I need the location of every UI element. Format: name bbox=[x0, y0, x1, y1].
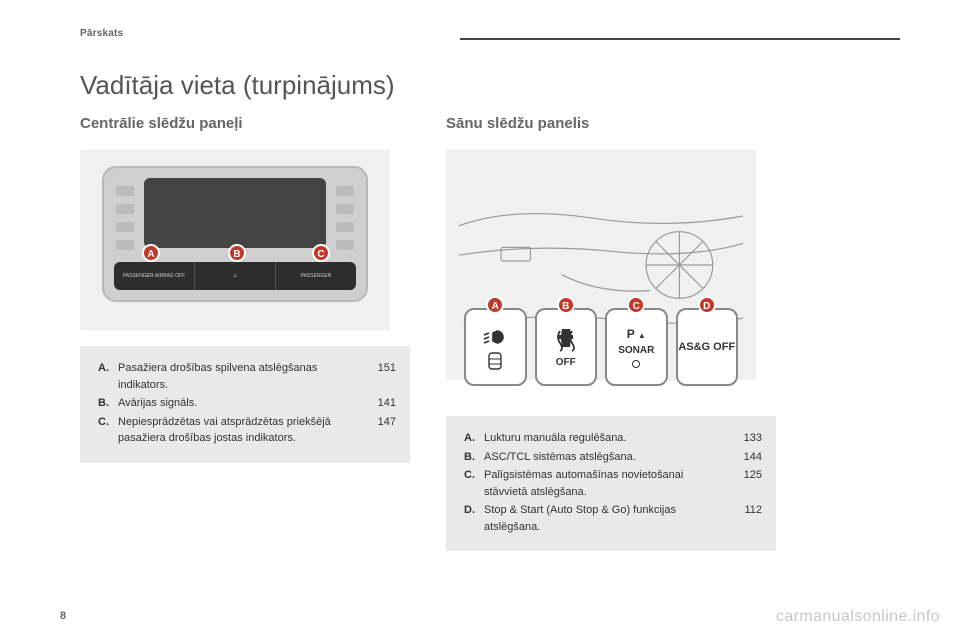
desc-row: A. Lukturu manuāla regulēšana. 133 bbox=[464, 430, 762, 447]
console-switch-row: PASSENGER AIRBAG OFF ⚠ PASSENGER bbox=[114, 262, 356, 290]
car-top-icon bbox=[483, 351, 507, 371]
page-title: Vadītāja vieta (turpinājums) bbox=[80, 70, 900, 101]
marker-b: B bbox=[557, 296, 575, 314]
console-btn bbox=[116, 186, 134, 196]
desc-row: B. Avārijas signāls. 141 bbox=[98, 395, 396, 412]
right-column: Sānu slēdžu panelis bbox=[446, 115, 776, 551]
header-area: Pārskats bbox=[80, 28, 900, 48]
console-btn bbox=[336, 204, 354, 214]
header-rule bbox=[460, 38, 900, 40]
headlamp-level-icon bbox=[481, 323, 509, 351]
columns: Centrālie slēdžu paneļi PASSENGER AIRBAG… bbox=[80, 115, 900, 551]
figure-side-panel: A B OFF C P ▲ SONAR bbox=[446, 150, 756, 380]
switch-headlamp-level: A bbox=[464, 308, 527, 386]
desc-page-ref: 112 bbox=[732, 502, 762, 519]
desc-text: Pasažiera drošības spilvena atslēgšanas … bbox=[118, 360, 366, 393]
desc-letter: C. bbox=[98, 414, 118, 431]
desc-page-ref: 151 bbox=[366, 360, 396, 377]
page-number: 8 bbox=[60, 610, 66, 622]
marker-b: B bbox=[228, 244, 246, 262]
sonar-p-icon: P ▲ bbox=[627, 327, 646, 341]
switch-asg-off: D AS&G OFF bbox=[676, 308, 739, 386]
desc-letter: D. bbox=[464, 502, 484, 519]
console-btn bbox=[116, 222, 134, 232]
desc-text: Lukturu manuāla regulēšana. bbox=[484, 430, 732, 447]
right-desc-box: A. Lukturu manuāla regulēšana. 133 B. AS… bbox=[446, 416, 776, 551]
console-btn bbox=[336, 222, 354, 232]
left-subheading: Centrālie slēdžu paneļi bbox=[80, 115, 410, 132]
airbag-off-switch: PASSENGER AIRBAG OFF bbox=[114, 262, 195, 290]
console-body: PASSENGER AIRBAG OFF ⚠ PASSENGER bbox=[102, 166, 368, 302]
watermark: carmanualsonline.info bbox=[776, 608, 940, 626]
desc-letter: B. bbox=[98, 395, 118, 412]
desc-page-ref: 125 bbox=[732, 467, 762, 484]
desc-text: Stop & Start (Auto Stop & Go) funkcijas … bbox=[484, 502, 732, 535]
page: Pārskats Vadītāja vieta (turpinājums) Ce… bbox=[0, 0, 960, 640]
left-desc-box: A. Pasažiera drošības spilvena atslēgšan… bbox=[80, 346, 410, 463]
desc-page-ref: 133 bbox=[732, 430, 762, 447]
switch-label: OFF bbox=[556, 357, 576, 368]
desc-letter: C. bbox=[464, 467, 484, 484]
right-subheading: Sānu slēdžu panelis bbox=[446, 115, 776, 132]
marker-d: D bbox=[698, 296, 716, 314]
passenger-switch: PASSENGER bbox=[276, 262, 356, 290]
desc-page-ref: 144 bbox=[732, 449, 762, 466]
hazard-switch: ⚠ bbox=[195, 262, 276, 290]
asc-off-icon bbox=[551, 327, 581, 353]
desc-row: C. Palīgsistēmas automašīnas novietošana… bbox=[464, 467, 762, 500]
desc-letter: B. bbox=[464, 449, 484, 466]
console-btn bbox=[336, 240, 354, 250]
desc-page-ref: 147 bbox=[366, 414, 396, 431]
desc-text: ASC/TCL sistēmas atslēgšana. bbox=[484, 449, 732, 466]
console-btn bbox=[336, 186, 354, 196]
switch-asc-off: B OFF bbox=[535, 308, 598, 386]
console-screen bbox=[144, 178, 326, 248]
switch-label: SONAR bbox=[618, 345, 654, 356]
desc-row: B. ASC/TCL sistēmas atslēgšana. 144 bbox=[464, 449, 762, 466]
switch-sonar: C P ▲ SONAR bbox=[605, 308, 668, 386]
switch-strip: A B OFF C P ▲ SONAR bbox=[464, 286, 738, 386]
console-btn bbox=[116, 240, 134, 250]
desc-page-ref: 141 bbox=[366, 395, 396, 412]
desc-letter: A. bbox=[98, 360, 118, 377]
marker-a: A bbox=[142, 244, 160, 262]
left-column: Centrālie slēdžu paneļi PASSENGER AIRBAG… bbox=[80, 115, 410, 551]
marker-c: C bbox=[312, 244, 330, 262]
desc-text: Avārijas signāls. bbox=[118, 395, 366, 412]
indicator-dot-icon bbox=[632, 360, 640, 368]
console-btn bbox=[116, 204, 134, 214]
desc-row: C. Nepiesprādzētas vai atsprādzētas prie… bbox=[98, 414, 396, 447]
desc-row: D. Stop & Start (Auto Stop & Go) funkcij… bbox=[464, 502, 762, 535]
figure-central-panel: PASSENGER AIRBAG OFF ⚠ PASSENGER A B C bbox=[80, 150, 390, 330]
marker-a: A bbox=[486, 296, 504, 314]
desc-row: A. Pasažiera drošības spilvena atslēgšan… bbox=[98, 360, 396, 393]
desc-text: Nepiesprādzētas vai atsprādzētas priekšē… bbox=[118, 414, 366, 447]
marker-c: C bbox=[627, 296, 645, 314]
desc-letter: A. bbox=[464, 430, 484, 447]
switch-label: AS&G OFF bbox=[678, 341, 735, 353]
desc-text: Palīgsistēmas automašīnas novietošanai s… bbox=[484, 467, 732, 500]
